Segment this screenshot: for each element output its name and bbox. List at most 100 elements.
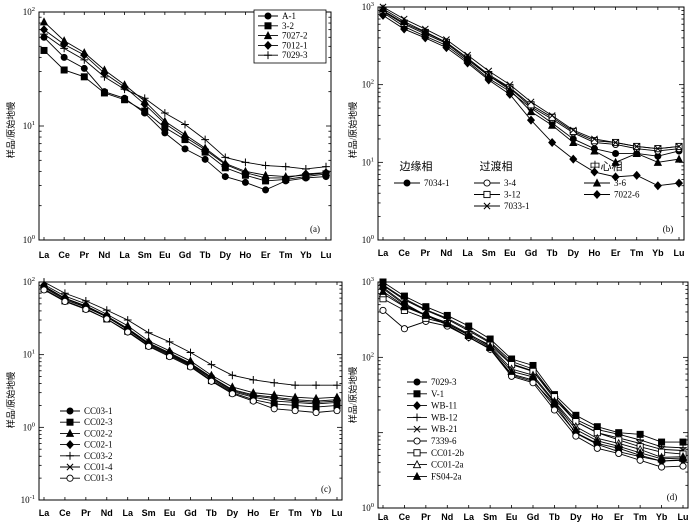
legend-label-7022-6: 7022-6 bbox=[614, 190, 640, 200]
data-point-cc01-3 bbox=[145, 342, 153, 350]
y-axis-label: 样品/原始地幔 bbox=[347, 367, 358, 424]
legend-marker-cc02-2 bbox=[65, 428, 75, 437]
data-point-fs04-2a bbox=[635, 448, 645, 457]
data-point-7012-1 bbox=[180, 132, 190, 142]
data-point-3-2 bbox=[40, 46, 48, 54]
data-point-a-1 bbox=[262, 186, 270, 194]
x-tick-label-tb: Tb bbox=[549, 512, 560, 522]
legend-marker-wb-12 bbox=[413, 413, 421, 422]
x-tick-label-la: La bbox=[119, 250, 130, 260]
x-tick-label-la: La bbox=[122, 508, 133, 518]
data-point-cc03-2 bbox=[61, 289, 69, 298]
data-point-7033-1 bbox=[590, 135, 598, 143]
x-tick-label-lu: Lu bbox=[332, 508, 343, 518]
x-tick-label-eu: Eu bbox=[159, 250, 171, 260]
y-tick-label: 100 bbox=[23, 234, 35, 245]
legend-label-wb-21: WB-21 bbox=[431, 424, 458, 434]
data-point-7027-2 bbox=[39, 17, 49, 26]
data-point-a-1 bbox=[201, 155, 209, 163]
x-tick-label-ho: Ho bbox=[247, 508, 259, 518]
data-point-cc01-4 bbox=[270, 397, 278, 405]
data-point-3-6 bbox=[611, 157, 620, 166]
data-point-7029-3 bbox=[261, 161, 270, 170]
data-point-cc01-3 bbox=[40, 286, 48, 294]
data-point-cc03-2 bbox=[249, 375, 258, 384]
data-point-7012-1 bbox=[221, 159, 230, 169]
data-point-7022-6 bbox=[378, 10, 388, 20]
data-point-7012-1 bbox=[140, 99, 149, 109]
data-point-cc01-3 bbox=[333, 407, 341, 415]
data-point-7029-3 bbox=[241, 158, 250, 167]
legend-label-7012-1: 7012-1 bbox=[282, 40, 308, 50]
data-point-fs04-2a bbox=[443, 319, 452, 328]
data-point-7033-1 bbox=[633, 143, 641, 150]
legend-label-wb-11: WB-11 bbox=[431, 401, 457, 411]
x-tick-label-nd: Nd bbox=[441, 512, 453, 522]
data-point-7012-1 bbox=[301, 169, 310, 179]
data-point-7033-1 bbox=[527, 98, 535, 106]
legend-label-cc03-2: CC03-2 bbox=[84, 451, 113, 461]
legend-label-wb-12: WB-12 bbox=[431, 412, 458, 422]
data-point-7339-6 bbox=[379, 306, 387, 314]
data-point-3-2 bbox=[121, 96, 129, 104]
data-point-7339-6 bbox=[593, 444, 601, 452]
legend-label-cc01-3: CC01-3 bbox=[84, 473, 113, 483]
legend-marker-a-1 bbox=[264, 12, 272, 20]
x-tick-label-nd: Nd bbox=[101, 508, 113, 518]
legend-marker-v-1 bbox=[413, 390, 421, 398]
x-tick-label-pr: Pr bbox=[421, 512, 431, 522]
data-point-cc03-2 bbox=[144, 328, 153, 337]
legend-marker-cc01-4 bbox=[66, 463, 74, 471]
x-tick-label-yb: Yb bbox=[656, 512, 668, 522]
data-point-7033-1 bbox=[548, 112, 556, 120]
data-point-7339-6 bbox=[529, 379, 537, 387]
legend-marker-7022-6 bbox=[592, 190, 602, 199]
y-tick-label: 103 bbox=[362, 276, 374, 287]
data-point-fs04-2a bbox=[657, 454, 666, 463]
x-tick-label-eu: Eu bbox=[504, 248, 516, 258]
data-point-7022-6 bbox=[400, 24, 409, 34]
data-point-cc03-2 bbox=[186, 348, 195, 357]
legend-marker-cc03-1 bbox=[66, 407, 74, 415]
data-point-3-6 bbox=[632, 148, 641, 157]
data-point-7022-6 bbox=[526, 115, 536, 125]
y-tick-label: 100 bbox=[362, 502, 374, 513]
data-point-fs04-2a bbox=[378, 286, 388, 295]
data-point-cc01-4 bbox=[333, 398, 341, 406]
data-point-cc01-3 bbox=[166, 353, 174, 361]
data-point-fs04-2a bbox=[571, 424, 581, 434]
data-point-7022-6 bbox=[632, 170, 641, 180]
x-tick-label-la: La bbox=[463, 512, 474, 522]
x-tick-label-la: La bbox=[462, 248, 473, 258]
legend-marker-7012-1 bbox=[263, 40, 273, 50]
data-point-7029-3 bbox=[221, 153, 230, 162]
legend-group-title: 过渡相 bbox=[480, 159, 513, 173]
panel-d: 100 102 103 La Ce Pr Nd La Sm Eu Gd Tb Dy Ho Er Tm Yb Lu 样… bbox=[347, 276, 689, 522]
legend-marker-3-2 bbox=[264, 22, 272, 30]
y-tick-label: 101 bbox=[23, 349, 35, 360]
x-tick-label-yb: Yb bbox=[652, 248, 664, 258]
legend-label-cc03-1: CC03-1 bbox=[84, 406, 113, 416]
x-tick-label-yb: Yb bbox=[310, 508, 322, 518]
data-point-fs04-2a bbox=[550, 398, 559, 407]
x-tick-label-tb: Tb bbox=[200, 250, 211, 260]
data-point-7029-3 bbox=[60, 44, 69, 53]
x-tick-label-dy: Dy bbox=[568, 248, 580, 258]
data-point-cc03-2 bbox=[312, 381, 320, 390]
x-tick-label-la: La bbox=[39, 250, 50, 260]
series-7022-6 bbox=[378, 10, 684, 191]
series-cc03-2 bbox=[40, 278, 341, 390]
legend-label-3-4: 3-4 bbox=[504, 178, 516, 188]
data-point-7029-3 bbox=[322, 162, 330, 171]
y-tick-label: 100 bbox=[23, 421, 35, 432]
y-tick-label: 101 bbox=[23, 120, 35, 131]
x-tick-label-tb: Tb bbox=[547, 248, 558, 258]
legend-marker-wb-21 bbox=[413, 425, 421, 433]
legend-label-cc02-1: CC02-1 bbox=[84, 440, 113, 450]
panel-b: 100 101 102 103 La Ce Pr Nd La Sm Eu Gd Tb Dy Ho Er Tm Yb… bbox=[347, 1, 685, 258]
y-tick-label: 102 bbox=[23, 276, 35, 287]
x-tick-label-sm: Sm bbox=[482, 248, 496, 258]
